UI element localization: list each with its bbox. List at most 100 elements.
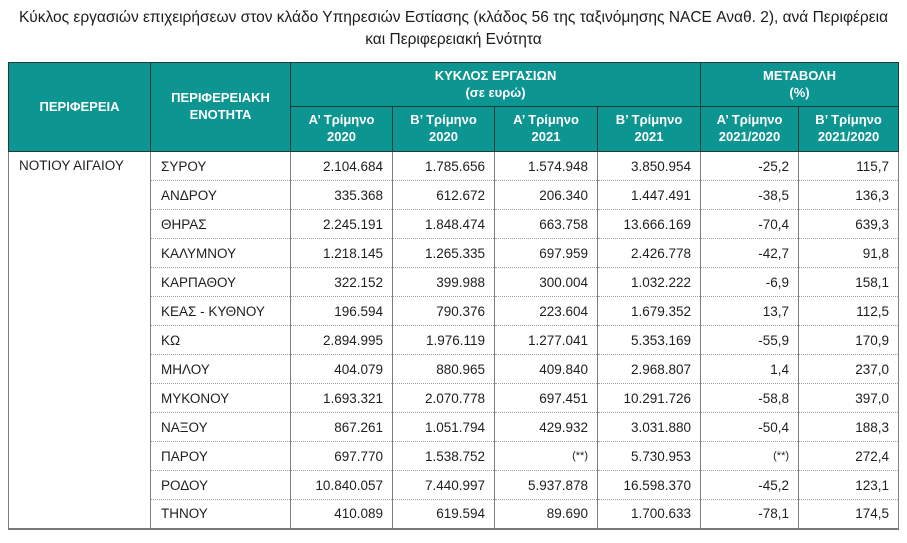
change-cell: -25,2 [700, 151, 800, 181]
unit-cell: ΘΗΡΑΣ [150, 209, 291, 239]
value-cell: 1.679.352 [596, 296, 702, 326]
subheader-change-q1: Α’ Τρίμηνο 2021/2020 [700, 106, 800, 152]
turnover-table: ΠΕΡΙΦΕΡΕΙΑ ΠΕΡΙΦΕΡΕΙΑΚΗ ΕΝΟΤΗΤΑ ΚΥΚΛΟΣ Ε… [8, 62, 900, 530]
header-unit: ΠΕΡΙΦΕΡΕΙΑΚΗ ΕΝΟΤΗΤΑ [150, 62, 291, 152]
header-unit-line1: ΠΕΡΙΦΕΡΕΙΑΚΗ [171, 90, 270, 106]
value-cell: 1.574.948 [494, 151, 598, 181]
value-cell: 697.451 [494, 383, 598, 413]
region-cell: ΝΟΤΙΟΥ ΑΙΓΑΙΟΥ [8, 151, 151, 530]
change-cell: -55,9 [700, 325, 800, 355]
change-cell: 397,0 [798, 383, 900, 413]
change-cell: 158,1 [798, 267, 900, 297]
value-cell: 322.152 [290, 267, 393, 297]
unit-cell: ΚΕΑΣ - ΚΥΘΝΟΥ [150, 296, 291, 326]
change-cell: -58,8 [700, 383, 800, 413]
table-row: ΚΩ 2.894.995 1.976.119 1.277.041 5.353.1… [9, 325, 900, 355]
table-header: ΠΕΡΙΦΕΡΕΙΑ ΠΕΡΙΦΕΡΕΙΑΚΗ ΕΝΟΤΗΤΑ ΚΥΚΛΟΣ Ε… [8, 62, 900, 152]
header-change-line1: ΜΕΤΑΒΟΛΗ [763, 67, 837, 83]
change-cell: 272,4 [798, 441, 900, 471]
header-change-line2: (%) [789, 84, 810, 100]
table-row: ΘΗΡΑΣ 2.245.191 1.848.474 663.758 13.666… [9, 209, 900, 239]
value-cell: 10.291.726 [596, 383, 702, 413]
value-cell: 2.968.807 [596, 354, 702, 384]
value-cell: 2.894.995 [290, 325, 393, 355]
value-cell: 1.700.633 [596, 499, 702, 530]
suppressed-flag: (**) [572, 449, 588, 462]
table-row: ΜΥΚΟΝΟΥ 1.693.321 2.070.778 697.451 10.2… [9, 383, 900, 413]
value-cell: 1.218.145 [290, 238, 393, 268]
change-cell: -42,7 [700, 238, 800, 268]
unit-cell: ΚΑΡΠΑΘΟΥ [150, 267, 291, 297]
value-cell: 3.850.954 [596, 151, 702, 181]
value-cell: 5.937.878 [494, 470, 598, 500]
change-cell: 639,3 [798, 209, 900, 239]
change-cell: -70,4 [700, 209, 800, 239]
unit-cell: ΠΑΡΟΥ [150, 441, 291, 471]
value-cell: 1.848.474 [392, 209, 495, 239]
change-cell: 174,5 [798, 499, 900, 530]
table-title: Κύκλος εργασιών επιχειρήσεων στον κλάδο … [18, 9, 889, 49]
change-cell: 188,3 [798, 412, 900, 442]
value-cell: 196.594 [290, 296, 393, 326]
unit-cell: ΣΥΡΟΥ [150, 151, 291, 181]
value-cell: 404.079 [290, 354, 393, 384]
value-cell: 880.965 [392, 354, 495, 384]
subheader-change-q2: Β’ Τρίμηνο 2021/2020 [798, 106, 900, 152]
value-cell: 399.988 [392, 267, 495, 297]
change-cell: 123,1 [798, 470, 900, 500]
value-cell: 1.032.222 [596, 267, 702, 297]
change-cell: -6,9 [700, 267, 800, 297]
subheader-q2-2020: Β’ Τρίμηνο 2020 [392, 106, 495, 152]
value-cell: 1.051.794 [392, 412, 495, 442]
change-cell: 237,0 [798, 354, 900, 384]
value-cell: 619.594 [392, 499, 495, 530]
value-cell: 867.261 [290, 412, 393, 442]
value-cell: 1.265.335 [392, 238, 495, 268]
value-cell: 13.666.169 [596, 209, 702, 239]
change-cell: 136,3 [798, 180, 900, 210]
unit-cell: ΜΥΚΟΝΟΥ [150, 383, 291, 413]
value-cell: 5.730.953 [596, 441, 702, 471]
table-row: ΤΗΝΟΥ 410.089 619.594 89.690 1.700.633 -… [9, 499, 900, 530]
table-row: ΜΗΛΟΥ 404.079 880.965 409.840 2.968.807 … [9, 354, 900, 384]
unit-cell: ΑΝΔΡΟΥ [150, 180, 291, 210]
table-row: ΡΟΔΟΥ 10.840.057 7.440.997 5.937.878 16.… [9, 470, 900, 500]
header-turnover-line2: (σε ευρώ) [465, 84, 526, 100]
table-row: ΠΑΡΟΥ 697.770 1.538.752 (**) 5.730.953 (… [9, 441, 900, 471]
value-cell: 10.840.057 [290, 470, 393, 500]
value-cell: 790.376 [392, 296, 495, 326]
table-row: ΚΕΑΣ - ΚΥΘΝΟΥ 196.594 790.376 223.604 1.… [9, 296, 900, 326]
value-cell: 409.840 [494, 354, 598, 384]
unit-cell: ΜΗΛΟΥ [150, 354, 291, 384]
value-cell: 663.758 [494, 209, 598, 239]
change-cell: 13,7 [700, 296, 800, 326]
value-cell: 16.598.370 [596, 470, 702, 500]
value-cell: 335.368 [290, 180, 393, 210]
value-cell: 1.277.041 [494, 325, 598, 355]
value-cell: 3.031.880 [596, 412, 702, 442]
value-cell: 5.353.169 [596, 325, 702, 355]
header-change-group: ΜΕΤΑΒΟΛΗ (%) [700, 62, 900, 107]
value-cell: 1.693.321 [290, 383, 393, 413]
unit-cell: ΡΟΔΟΥ [150, 470, 291, 500]
change-cell: -45,2 [700, 470, 800, 500]
table-row: ΝΟΤΙΟΥ ΑΙΓΑΙΟΥ ΣΥΡΟΥ 2.104.684 1.785.656… [8, 151, 900, 530]
value-cell: 612.672 [392, 180, 495, 210]
unit-cell: ΚΩ [150, 325, 291, 355]
table-body: ΝΟΤΙΟΥ ΑΙΓΑΙΟΥ ΣΥΡΟΥ 2.104.684 1.785.656… [8, 151, 900, 530]
value-cell: 697.959 [494, 238, 598, 268]
header-region: ΠΕΡΙΦΕΡΕΙΑ [8, 62, 151, 152]
value-cell suppressed-value: (**) [494, 441, 598, 471]
value-cell: 206.340 [494, 180, 598, 210]
unit-cell: ΤΗΝΟΥ [150, 499, 291, 530]
value-cell: 2.426.778 [596, 238, 702, 268]
value-cell: 2.070.778 [392, 383, 495, 413]
value-cell: 300.004 [494, 267, 598, 297]
value-cell: 7.440.997 [392, 470, 495, 500]
change-cell: 91,8 [798, 238, 900, 268]
change-cell: 1,4 [700, 354, 800, 384]
value-cell: 697.770 [290, 441, 393, 471]
value-cell: 1.447.491 [596, 180, 702, 210]
header-turnover-group: ΚΥΚΛΟΣ ΕΡΓΑΣΙΩΝ (σε ευρώ) [289, 62, 702, 107]
value-cell: 1.976.119 [392, 325, 495, 355]
